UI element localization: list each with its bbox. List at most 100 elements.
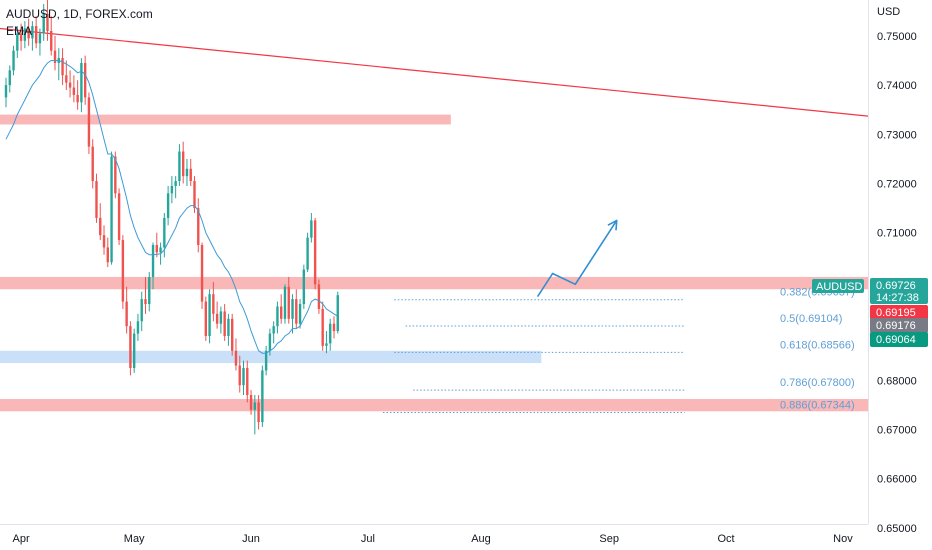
time-tick-label: Jun <box>242 533 260 545</box>
candle-body <box>317 284 321 309</box>
countdown-timer: 14:27:38 <box>876 292 919 304</box>
candle-body <box>238 365 241 386</box>
candle-body <box>83 62 87 98</box>
price-tick-label: 0.73000 <box>877 129 917 141</box>
candle-body <box>231 318 234 351</box>
price-tags: AUDUSD 0.69726 14:27:38 0.69195 0.69176 … <box>812 278 928 347</box>
candle-body <box>155 244 158 253</box>
fibonacci-retracement[interactable]: 0.382(0.69637)0.5(0.69104)0.618(0.68566)… <box>383 287 855 414</box>
candle-body <box>261 370 264 423</box>
candle-body <box>249 395 253 410</box>
projection-path[interactable] <box>536 219 618 298</box>
candle-body <box>99 217 102 236</box>
candle-body <box>313 220 317 285</box>
projection-arrowhead[interactable] <box>607 219 618 231</box>
time-tick-label: Jul <box>361 533 375 545</box>
price-tick-label: 0.65000 <box>877 523 917 535</box>
candle-body <box>159 247 162 253</box>
candle-body <box>110 156 113 263</box>
ema-polyline <box>5 60 339 354</box>
candle-body <box>298 304 302 324</box>
candle-body <box>332 323 336 332</box>
candle-body <box>280 306 283 319</box>
projection-arrow[interactable] <box>536 219 618 298</box>
candle-body <box>336 295 339 332</box>
candle-body <box>91 146 94 182</box>
candle-body <box>53 50 57 63</box>
candle-body <box>253 402 257 410</box>
candle-body <box>223 311 226 337</box>
candle-body <box>117 193 121 241</box>
candle-body <box>257 402 260 423</box>
candle-body <box>95 181 98 218</box>
trendline[interactable] <box>0 27 869 117</box>
symbol-title[interactable]: AUDUSD, 1D, FOREX.com <box>6 7 153 21</box>
resistance-zone <box>0 114 451 125</box>
candle-body <box>246 367 249 396</box>
last-price-tag: 0.69726 14:27:38 <box>870 278 928 304</box>
candle-body <box>4 85 8 98</box>
candle-body <box>16 33 19 51</box>
candle-body <box>295 299 298 324</box>
candle-body <box>76 94 79 103</box>
candle-body <box>80 62 83 103</box>
green-price-value: 0.69064 <box>876 334 916 346</box>
indicator-label[interactable]: EMA <box>6 24 33 38</box>
candle-body <box>46 13 49 31</box>
support-zone <box>0 350 542 364</box>
candle-body <box>193 181 196 209</box>
candle-body <box>34 26 38 44</box>
candle-body <box>272 326 275 334</box>
candle-body <box>329 323 332 344</box>
candle-body <box>31 26 34 39</box>
candle-body <box>287 286 290 319</box>
trendline-segment[interactable] <box>0 27 869 117</box>
time-tick-label: May <box>124 533 145 545</box>
candle-body <box>27 28 30 39</box>
candle-body <box>178 151 181 182</box>
candle-body <box>321 308 324 346</box>
candlestick-series <box>4 0 339 435</box>
candle-body <box>174 181 177 186</box>
candle-body <box>23 28 27 41</box>
price-tick-label: 0.68000 <box>877 375 917 387</box>
candle-body <box>68 82 72 88</box>
fib-level-label: 0.886(0.67344) <box>780 400 855 412</box>
candle-body <box>283 286 287 319</box>
candle-body <box>125 301 128 327</box>
candle-body <box>242 367 245 386</box>
candle-body <box>189 168 192 182</box>
candle-body <box>181 151 185 177</box>
candle-body <box>268 333 272 351</box>
candle-body <box>264 350 268 371</box>
candle-body <box>129 326 132 368</box>
candle-body <box>144 299 147 305</box>
candle-body <box>163 217 166 248</box>
red-price-value: 0.69195 <box>876 307 916 319</box>
candle-body <box>50 30 53 51</box>
resistance-zone <box>0 276 868 290</box>
candle-body <box>166 193 170 218</box>
fib-level-label: 0.5(0.69104) <box>780 313 842 325</box>
fib-level-label: 0.618(0.68566) <box>780 339 855 351</box>
candle-body <box>212 294 215 314</box>
candle-body <box>227 318 230 337</box>
price-tick-label: 0.67000 <box>877 424 917 436</box>
candle-body <box>19 33 23 41</box>
candle-body <box>42 13 45 34</box>
candle-body <box>276 306 279 327</box>
time-axis[interactable]: Apr May Jun Jul Aug Sep Oct Nov <box>13 533 854 545</box>
axis-currency-label: USD <box>877 6 900 18</box>
candle-body <box>140 299 143 322</box>
candle-body <box>185 168 189 177</box>
candle-body <box>215 313 219 324</box>
candle-body <box>302 269 306 305</box>
candle-body <box>325 343 328 346</box>
candle-body <box>38 33 42 44</box>
candle-body <box>310 220 313 238</box>
candle-body <box>12 50 15 71</box>
gray-price-tag: 0.69176 <box>870 318 928 333</box>
red-price-tag: 0.69195 <box>870 305 928 320</box>
